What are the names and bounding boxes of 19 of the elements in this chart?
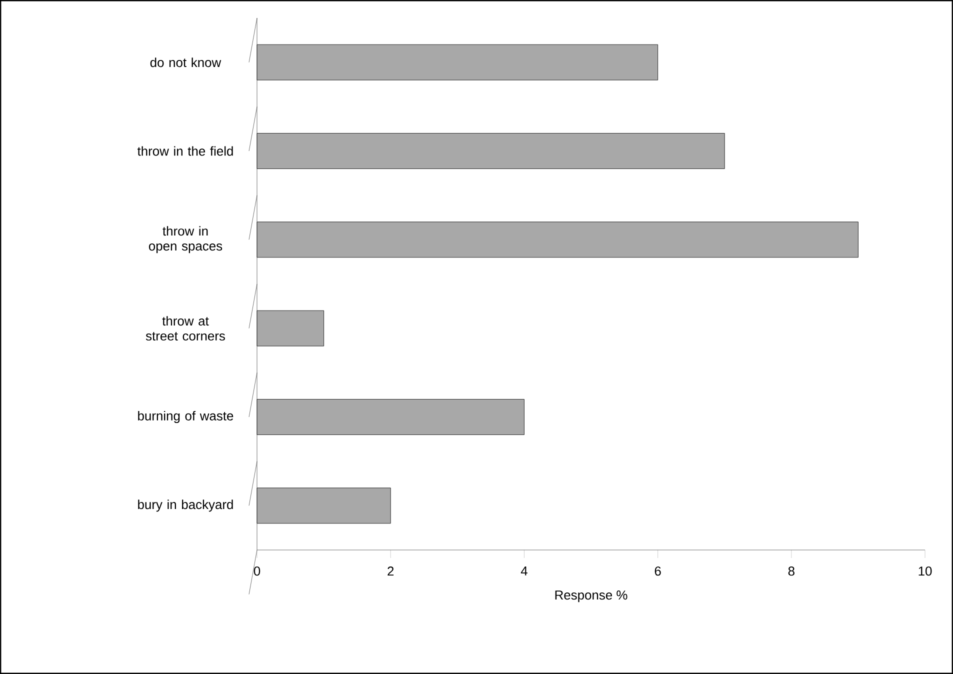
bar — [256, 222, 858, 258]
y-tick-label: throw at street corners — [146, 316, 225, 341]
x-tick-label: 4 — [520, 566, 528, 576]
bar — [256, 310, 324, 346]
x-tick-label: 8 — [788, 566, 794, 576]
y-tick-label: bury in backyard — [138, 500, 233, 512]
y-tick-label: throw in the field — [137, 146, 233, 156]
x-axis-title: Response % — [555, 590, 628, 602]
x-tick-label: 2 — [388, 566, 394, 576]
y-tick-label: burning of waste — [138, 410, 234, 424]
y-tick-label: do not know — [150, 58, 222, 68]
bar — [256, 488, 391, 524]
bar — [256, 44, 658, 80]
bar — [256, 399, 524, 435]
bar — [256, 133, 725, 169]
x-tick-label: 10 — [918, 566, 932, 576]
x-tick-label: 6 — [654, 566, 661, 576]
y-tick-label: throw in open spaces — [148, 226, 222, 254]
x-tick-label: 0 — [254, 566, 260, 576]
